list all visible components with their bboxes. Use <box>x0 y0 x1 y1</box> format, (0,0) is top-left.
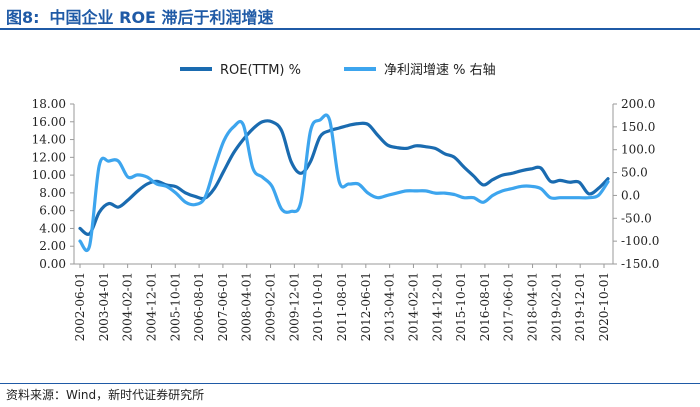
title-divider <box>0 28 700 30</box>
y-left-tick-label: 0.00 <box>39 257 66 271</box>
x-tick-label: 2016-08-01 <box>478 272 492 341</box>
y-right-tick-label: 150.0 <box>621 120 655 134</box>
x-tick-label: 2015-10-01 <box>454 272 468 341</box>
x-tick-label: 2019-12-01 <box>573 272 587 341</box>
x-tick-label: 2010-10-01 <box>311 272 325 341</box>
chart-title: 图8: 中国企业 ROE 滞后于利润增速 <box>6 4 274 28</box>
y-left-tick-label: 10.00 <box>32 168 66 182</box>
x-tick-label: 2017-06-01 <box>502 272 516 341</box>
x-tick-label: 2012-06-01 <box>359 272 373 341</box>
y-right-tick-label: 0.0 <box>621 188 640 202</box>
y-right-tick-label: -150.0 <box>621 257 659 271</box>
series-line-roe <box>78 119 610 236</box>
legend-label-profit: 净利润增速 % 右轴 <box>384 63 496 78</box>
y-left-tick-label: 12.00 <box>32 150 66 164</box>
x-tick-label: 2006-08-01 <box>192 272 206 341</box>
x-tick-label: 2004-12-01 <box>144 272 158 341</box>
x-tick-label: 2003-04-01 <box>97 272 111 341</box>
y-right-tick-label: 100.0 <box>621 143 655 157</box>
x-tick-label: 2007-06-01 <box>216 272 230 341</box>
source-note: 资料来源：Wind，新时代证券研究所 <box>6 388 205 402</box>
series-line-profit-growth <box>78 113 610 253</box>
y-left-tick-label: 6.00 <box>39 204 66 218</box>
x-tick-label: 2009-12-01 <box>287 272 301 341</box>
y-left-tick-label: 2.00 <box>39 239 66 253</box>
x-tick-label: 2002-06-01 <box>73 272 87 341</box>
y-right-tick-label: -100.0 <box>621 234 659 248</box>
y-left-tick-label: 4.00 <box>39 221 66 235</box>
x-tick-label: 2009-02-01 <box>264 272 278 341</box>
y-left-tick-label: 14.00 <box>32 133 66 147</box>
chart-plot: ROE(TTM) % 净利润增速 % 右轴 0.00 2.00 4.00 6.00 8.… <box>32 63 660 341</box>
y-left-tick-label: 8.00 <box>39 186 66 200</box>
x-tick-label: 2019-02-01 <box>549 272 563 341</box>
x-tick-label: 2014-02-01 <box>406 272 420 341</box>
x-tick-label: 2005-10-01 <box>168 272 182 341</box>
x-tick-label: 2011-08-01 <box>335 272 349 341</box>
legend-label-roe: ROE(TTM) % <box>220 63 301 78</box>
x-tick-label: 2013-04-01 <box>383 272 397 341</box>
legend: ROE(TTM) % 净利润增速 % 右轴 <box>180 63 496 78</box>
x-tick-label: 2004-02-01 <box>121 272 135 341</box>
y-left-tick-label: 18.00 <box>32 97 66 111</box>
x-tick-label: 2008-04-01 <box>240 272 254 341</box>
x-tick-label: 2014-12-01 <box>430 272 444 341</box>
y-right-tick-label: 50.0 <box>621 166 648 180</box>
y-right-tick-label: 200.0 <box>621 97 655 111</box>
footer-divider <box>0 383 700 384</box>
x-tick-label: 2018-04-01 <box>526 272 540 341</box>
figure-title: 中国企业 ROE 滞后于利润增速 <box>49 8 274 27</box>
y-left-tick-label: 16.00 <box>32 115 66 129</box>
x-tick-label: 2020-10-01 <box>597 272 611 341</box>
figure-number: 图8: <box>6 8 40 27</box>
y-right-tick-label: -50.0 <box>621 211 652 225</box>
